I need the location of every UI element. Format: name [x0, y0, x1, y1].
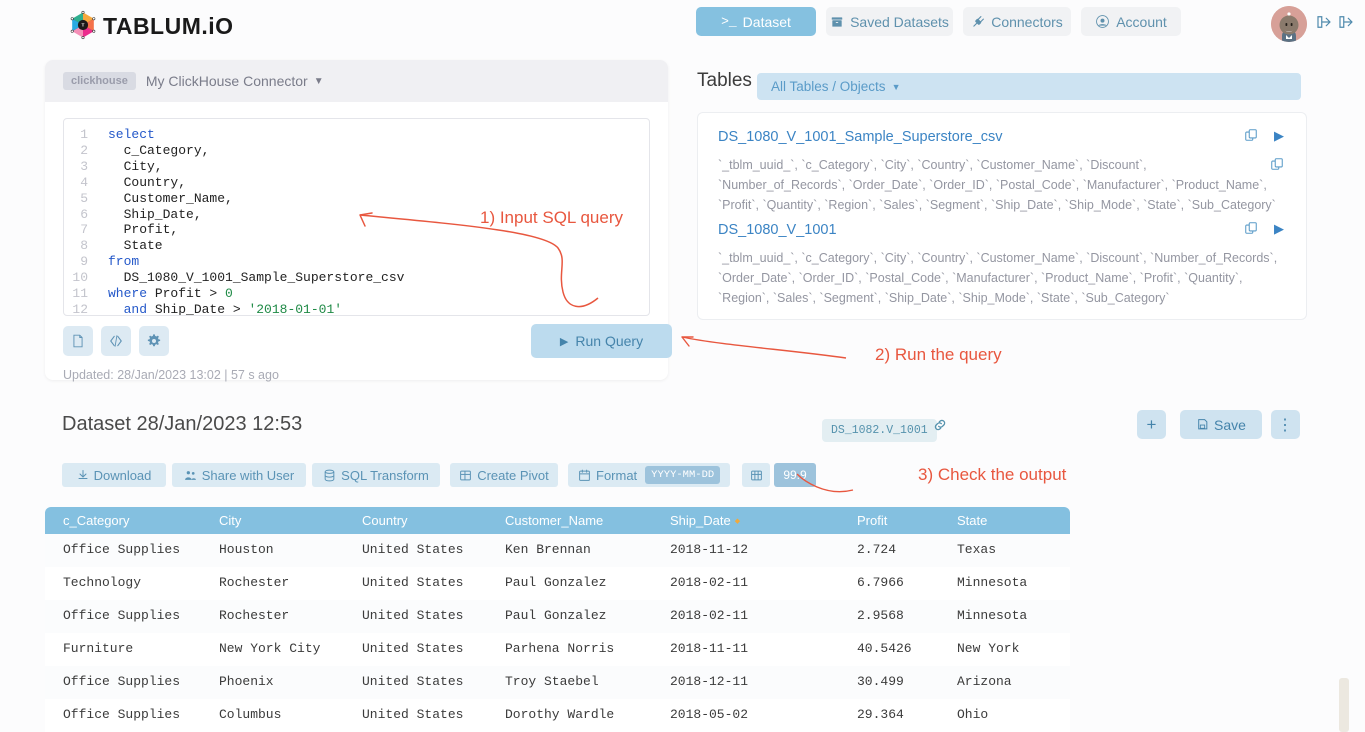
svg-text:T: T	[82, 23, 85, 29]
